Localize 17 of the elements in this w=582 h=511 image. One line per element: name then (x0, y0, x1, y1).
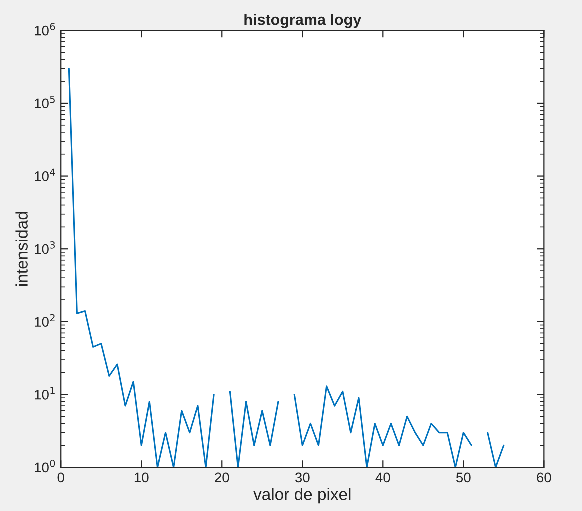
x-tick-label: 60 (537, 472, 552, 483)
x-tick-label: 10 (134, 472, 149, 483)
y-tick-label: 10$^{0}$ (35, 460, 56, 473)
y-tick-label: 10$^{3}$ (35, 242, 56, 254)
y-tick-label: 10$^{2}$ (35, 314, 55, 327)
y-tick-label: 10$^{5}$ (35, 96, 55, 109)
x-tick-label: 0 (58, 472, 64, 483)
y-axis-title: intensidad (16, 212, 28, 286)
chart-title: histograma logy (244, 14, 362, 28)
y-tick-label: 10$^{1}$ (35, 387, 55, 400)
y-tick-label: 10$^{4}$ (35, 168, 56, 182)
y-tick-label: 10$^{6}$ (35, 23, 56, 36)
x-tick-label: 40 (376, 472, 390, 483)
x-tick-label: 20 (215, 472, 230, 483)
x-tick-label: 30 (295, 472, 310, 483)
x-tick-label: 50 (456, 472, 471, 483)
x-axis-title: valor de pixel (254, 488, 351, 504)
